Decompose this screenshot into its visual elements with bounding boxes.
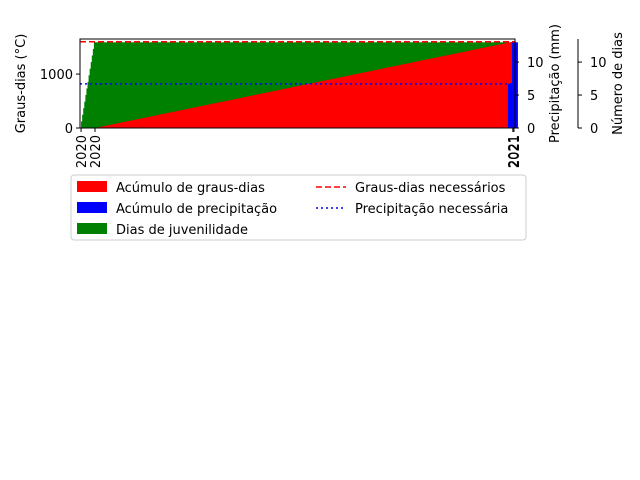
x-tick-label: 2021 [507,135,522,168]
y-right1-tick-label: 5 [527,89,535,104]
y-right1-tick-label: 0 [527,122,535,137]
legend-swatch [77,202,107,213]
juvenility-bar [90,62,93,128]
legend-label: Precipitação necessária [355,202,508,217]
juvenility-bar [89,68,92,128]
juvenility-bar [82,114,84,128]
y-left-axis-title: Graus-dias (°C) [14,34,29,134]
x-tick-label: 2020 [89,135,104,168]
y-left-tick-label: 1000 [40,68,73,83]
precipitation-bar [507,83,513,128]
legend: Acúmulo de graus-dias Acúmulo de precipit… [70,174,527,241]
x-tick-label: 2021 [508,135,523,168]
y-right2-tick-label: 0 [590,122,598,137]
juvenility-bar [93,42,96,128]
y-right2-tick-label: 10 [590,56,607,71]
juvenility-bar [92,48,95,129]
legend-swatch [77,223,107,234]
legend-label: Dias de juvenilidade [116,223,248,238]
y-right2-axis-title: Número de dias [611,32,626,135]
legend-label: Acúmulo de precipitação [116,202,277,217]
juvenility-bar [83,108,85,128]
y-right1-axis-title: Precipitação (mm) [548,24,563,143]
y-right1-tick-label: 10 [527,56,544,71]
juvenility-bar [91,55,94,129]
legend-label: Graus-dias necessários [355,181,506,196]
x-tick-label: 2020 [75,135,90,168]
legend-swatch [77,181,107,192]
juvenility-bar [88,75,91,128]
y-right2-tick-label: 5 [590,89,598,104]
legend-label: Acúmulo de graus-dias [116,181,265,196]
axes: 0 1000 Graus-dias (°C) 0 5 10 Precipitação (mm… [14,24,626,168]
juvenility-bar [87,81,89,128]
degree-days-area [95,41,516,128]
juvenility-bar [85,95,87,128]
legend-box [70,174,527,241]
juvenility-bar [86,88,88,128]
plot-frame [79,38,516,129]
juvenility-bar [81,121,83,128]
juvenility-bar [84,101,86,128]
y-left-tick-label: 0 [65,122,73,137]
plot-area [80,40,518,129]
